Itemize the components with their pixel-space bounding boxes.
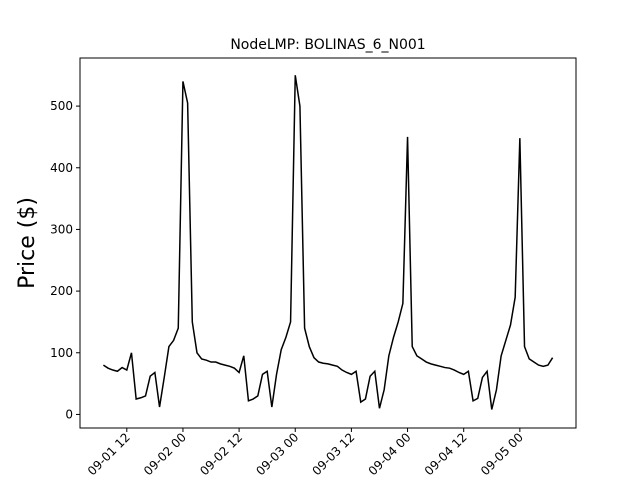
y-tick-label: 200 xyxy=(50,284,73,298)
x-tick-label: 09-02 00 xyxy=(141,430,189,478)
x-tick-label: 09-02 12 xyxy=(197,430,245,478)
y-tick-label: 400 xyxy=(50,161,73,175)
x-tick-label: 09-05 00 xyxy=(478,430,526,478)
x-tick-label: 09-04 12 xyxy=(422,430,470,478)
x-tick-label: 09-01 12 xyxy=(85,430,133,478)
y-axis-label: Price ($) xyxy=(15,197,40,289)
y-tick-label: 300 xyxy=(50,222,73,236)
plot-frame xyxy=(79,57,577,429)
x-tick-label: 09-03 12 xyxy=(309,430,357,478)
price-line xyxy=(102,75,554,410)
y-tick-label: 0 xyxy=(65,407,73,421)
y-tick-label: 100 xyxy=(50,346,73,360)
x-tick-label: 09-04 00 xyxy=(366,430,414,478)
x-tick-label: 09-03 00 xyxy=(253,430,301,478)
y-tick-label: 500 xyxy=(50,99,73,113)
chart-title: NodeLMP: BOLINAS_6_N001 xyxy=(230,37,425,53)
